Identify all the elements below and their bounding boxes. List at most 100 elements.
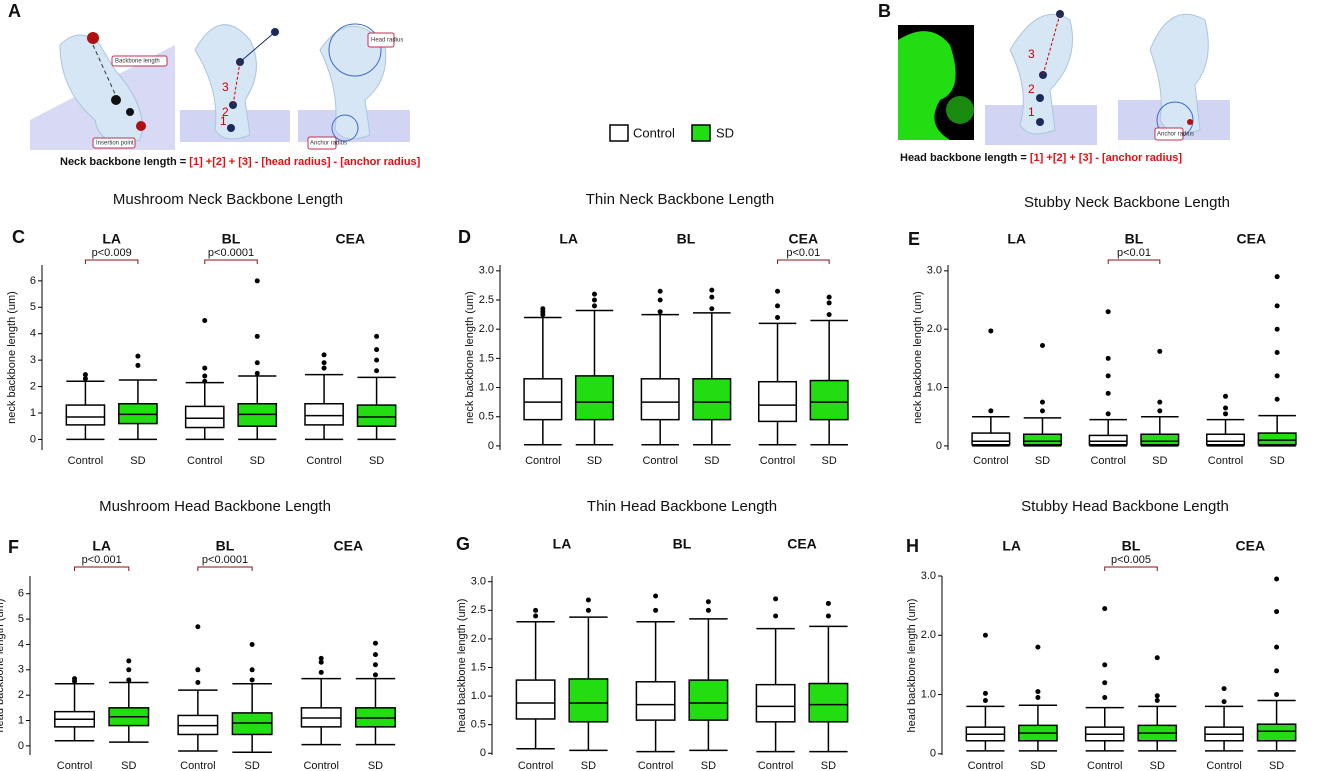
x-tick-label: Control (303, 760, 338, 771)
x-tick-label: Control (57, 760, 92, 771)
group-label: BL (222, 231, 241, 247)
y-axis-label: neck backbone length (um) (912, 291, 924, 424)
outlier (72, 676, 78, 682)
chart-title: Thin Head Backbone Length (587, 498, 777, 515)
outlier (202, 318, 208, 323)
significance-bracket (777, 259, 830, 264)
outlier (1105, 390, 1111, 396)
box (635, 681, 676, 721)
box (640, 378, 680, 421)
y-tick-label: 2.0 (479, 323, 494, 335)
group-label: BL (677, 231, 696, 247)
outlier (1274, 644, 1280, 650)
outlier (1035, 644, 1041, 650)
outlier (1102, 695, 1108, 701)
outlier (775, 315, 781, 321)
x-tick-label: Control (518, 760, 553, 771)
schematic-label: Anchor radius (1157, 132, 1194, 138)
outlier (705, 607, 711, 613)
y-tick-label: 0 (18, 740, 24, 752)
outlier (540, 306, 546, 312)
y-tick-label: 0 (936, 440, 942, 452)
outlier (1105, 309, 1111, 315)
x-tick-label: SD (822, 455, 837, 467)
x-tick-label: SD (1035, 455, 1050, 467)
box (692, 378, 732, 421)
outlier (825, 600, 831, 606)
group-label: CEA (1236, 538, 1266, 554)
outlier (318, 669, 324, 675)
outlier (254, 370, 260, 376)
panel-letter: D (458, 227, 471, 247)
x-tick-label: SD (244, 760, 259, 771)
significance-bracket (84, 259, 139, 264)
chart-title: Stubby Head Backbone Length (1021, 498, 1229, 515)
x-tick-label: Control (642, 455, 677, 467)
group-label: LA (1002, 538, 1021, 554)
legend-swatch (691, 124, 711, 142)
legend-label: Control (633, 125, 675, 140)
chart-title: Stubby Neck Backbone Length (1024, 194, 1230, 211)
x-tick-label: Control (68, 455, 103, 467)
p-value: p<0.0001 (208, 247, 254, 259)
legend-label: SD (716, 125, 734, 140)
outlier (657, 309, 663, 315)
schematic-label: Head radius (371, 38, 403, 44)
y-tick-label: 1.5 (471, 661, 486, 673)
step-label: 3 (222, 80, 229, 94)
y-tick-label: 0.5 (471, 719, 486, 731)
outlier (1035, 689, 1041, 695)
outlier (126, 677, 132, 683)
group-label: CEA (336, 231, 366, 247)
outlier (773, 596, 779, 602)
outlier (657, 297, 663, 303)
chart-title: Thin Neck Backbone Length (586, 191, 774, 208)
panel-letter: B (878, 1, 891, 21)
outlier (321, 360, 327, 366)
outlier (1274, 576, 1280, 582)
schematic-label: Backbone length (115, 59, 160, 65)
outlier (585, 597, 591, 603)
outlier (1105, 411, 1111, 417)
y-tick-label: 2 (18, 689, 24, 701)
y-tick-label: 1 (18, 714, 24, 726)
y-tick-label: 2.0 (921, 629, 936, 641)
group-label: CEA (334, 538, 364, 554)
y-tick-label: 0 (488, 440, 494, 452)
outlier (321, 365, 327, 371)
box (304, 403, 344, 426)
y-tick-label: 3 (30, 354, 36, 366)
box (757, 380, 798, 423)
box (1022, 433, 1063, 446)
outlier (1039, 408, 1045, 414)
outlier (705, 599, 711, 605)
x-tick-label: SD (1152, 455, 1167, 467)
outlier (374, 347, 380, 353)
outlier (653, 593, 659, 599)
group-label: CEA (1237, 231, 1267, 247)
outlier (318, 659, 324, 665)
y-tick-label: 6 (18, 588, 24, 600)
box (356, 404, 397, 427)
y-tick-label: 1.0 (927, 381, 942, 393)
outlier (773, 613, 779, 619)
x-tick-label: SD (587, 455, 602, 467)
legend-swatch (609, 124, 629, 142)
y-tick-label: 0 (930, 748, 936, 760)
y-tick-label: 3.0 (921, 570, 936, 582)
y-tick-label: 2.5 (479, 294, 494, 306)
group-label: BL (216, 538, 235, 554)
outlier (1157, 348, 1163, 354)
x-tick-label: SD (821, 760, 836, 771)
x-tick-label: Control (187, 455, 222, 467)
formula-terms: [1] +[2] + [3] - [anchor radius] (1030, 152, 1183, 164)
x-tick-label: SD (369, 455, 384, 467)
box (809, 379, 849, 421)
group-label: LA (559, 231, 578, 247)
outlier (374, 357, 380, 363)
outlier (1274, 692, 1280, 698)
outlier (982, 632, 988, 638)
